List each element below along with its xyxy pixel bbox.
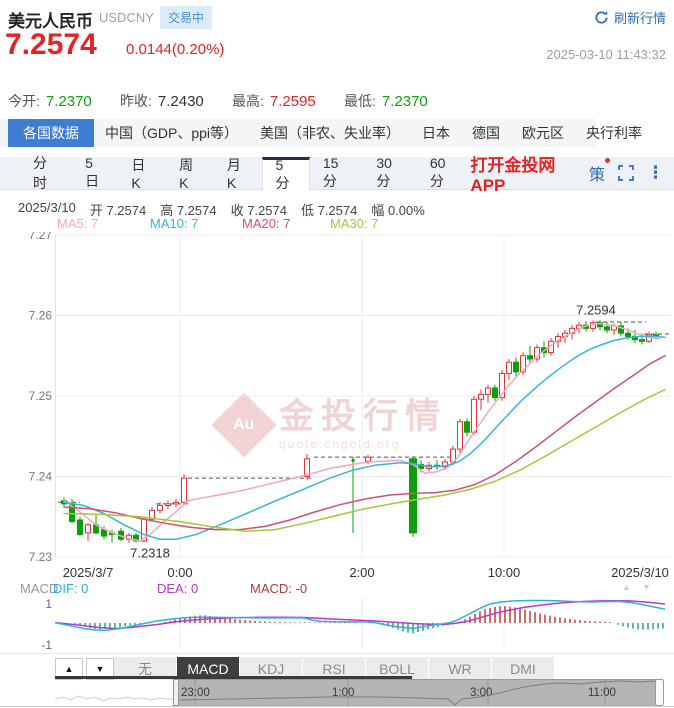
- tab-5min[interactable]: 5分: [261, 157, 310, 191]
- tab-japan[interactable]: 日本: [422, 125, 451, 141]
- refresh-label: 刷新行情: [613, 11, 666, 26]
- ohlc-readout: 2025/3/10 开 7.2574 高 7.2574 收 7.2574 低 7…: [18, 200, 425, 219]
- svg-text:1: 1: [45, 597, 52, 611]
- svg-text:1:00: 1:00: [332, 687, 354, 699]
- stat-high: 最高: 7.2595: [232, 93, 316, 110]
- tab-indicator-none[interactable]: 无: [114, 657, 176, 680]
- tab-usa[interactable]: 美国（非农、失业率）: [260, 125, 401, 141]
- tab-daily-k[interactable]: 日K: [131, 157, 146, 191]
- fullscreen-icon: [618, 165, 634, 181]
- svg-text:7.23: 7.23: [29, 550, 53, 564]
- indicator-down-icon[interactable]: ▼: [642, 582, 651, 592]
- ohlc-close: 收 7.2574: [230, 203, 287, 218]
- refresh-quotes-button[interactable]: 刷新行情: [594, 8, 666, 27]
- ma30-legend: MA30: 7: [330, 216, 379, 231]
- dif-value: DIF: 0: [53, 581, 89, 596]
- stat-low: 最低: 7.2370: [344, 93, 428, 110]
- tab-indicator-kdj[interactable]: KDJ: [240, 657, 302, 680]
- ohlc-low: 低 7.2574: [300, 203, 358, 218]
- tab-indicator-dmi[interactable]: DMI: [492, 657, 554, 680]
- ma20-legend: MA20: 7: [242, 216, 291, 231]
- tab-indicator-boll[interactable]: BOLL: [366, 657, 428, 680]
- refresh-icon: [595, 11, 608, 24]
- open-app-link[interactable]: 打开金投网APP: [470, 155, 556, 195]
- ma5-legend: MA5: 7: [57, 216, 99, 231]
- tab-5day[interactable]: 5日: [85, 155, 100, 189]
- watermark: Au 金投行情 quote.cngold.org: [211, 392, 448, 458]
- price-change: 0.0144(0.20%): [126, 41, 225, 58]
- svg-text:7.2594: 7.2594: [576, 302, 616, 317]
- svg-text:7.27: 7.27: [29, 232, 53, 242]
- ma-legend: MA5: 7 MA10: 7 MA20: 7 MA30: 7: [0, 216, 674, 231]
- instrument-symbol: USDCNY: [99, 10, 154, 25]
- time-axis-label: 10:00: [487, 565, 521, 580]
- ohlc-range: 幅 0.00%: [371, 203, 425, 218]
- svg-text:7.24: 7.24: [29, 470, 53, 484]
- tab-all-nations[interactable]: 各国数据: [8, 119, 94, 147]
- watermark-subtext: quote.cngold.org: [279, 437, 401, 451]
- svg-text:7.2318: 7.2318: [130, 546, 170, 561]
- daily-stats: 今开: 7.2370 昨收: 7.2430 最高: 7.2595 最低: 7.2370: [8, 91, 456, 111]
- macd-chart[interactable]: 1 -1: [0, 597, 674, 654]
- nation-data-tabs: 各国数据 中国（GDP、ppi等） 美国（非农、失业率） 日本 德国 欧元区 央…: [0, 119, 642, 147]
- dea-value: DEA: 0: [157, 581, 199, 596]
- period-tabs: 分时 5日 日K 周K 月K 5分 15分 30分 60分 打开金投网APP 策…: [0, 155, 674, 195]
- svg-text:-1: -1: [41, 638, 52, 652]
- quote-timestamp: 2025-03-10 11:43:32: [546, 47, 666, 62]
- macd-name: MACD: [20, 581, 59, 596]
- macd-value: MACD: -0: [250, 581, 308, 596]
- stat-open: 今开: 7.2370: [8, 93, 92, 110]
- svg-text:11:00: 11:00: [588, 687, 616, 699]
- tab-monthly-k[interactable]: 月K: [226, 157, 241, 191]
- tab-realtime[interactable]: 分时: [33, 155, 47, 191]
- tab-eurozone[interactable]: 欧元区: [522, 125, 565, 141]
- tab-indicator-macd[interactable]: MACD: [177, 657, 239, 680]
- tab-china[interactable]: 中国（GDP、ppi等）: [105, 125, 239, 141]
- tab-weekly-k[interactable]: 周K: [179, 157, 194, 191]
- range-indicator-bar: [55, 676, 412, 679]
- ohlc-high: 高 7.2574: [160, 203, 217, 218]
- last-price: 7.2574: [5, 28, 97, 61]
- stat-prev-close: 昨收: 7.2430: [120, 93, 204, 110]
- time-axis-label: 2025/3/7: [62, 565, 114, 580]
- more-menu-button[interactable]: ⋮: [647, 163, 665, 182]
- ohlc-open: 开 7.2574: [89, 203, 147, 218]
- ohlc-date: 2025/3/10: [18, 200, 76, 215]
- tab-indicator-rsi[interactable]: RSI: [303, 657, 365, 680]
- tab-germany[interactable]: 德国: [472, 125, 501, 141]
- time-axis: 2025/3/7 0:00 2:00 10:00 2025/3/10: [0, 565, 674, 580]
- watermark-text: 金投行情: [279, 397, 448, 436]
- tab-30min[interactable]: 30分: [376, 155, 392, 189]
- tab-central-bank-rates[interactable]: 央行利率: [586, 125, 643, 141]
- ma10-legend: MA10: 7: [150, 216, 199, 231]
- candlestick-chart[interactable]: 7.27 7.26 7.25 7.24 7.23 7.2594 7.2318: [0, 232, 674, 565]
- scroll-down-button[interactable]: ▼: [86, 658, 114, 680]
- indicator-tabs: 无 MACD KDJ RSI BOLL WR DMI: [114, 657, 555, 680]
- instrument-title: 美元人民币: [8, 12, 93, 31]
- notification-dot-icon: [605, 158, 611, 163]
- strategy-button[interactable]: 策: [589, 158, 611, 185]
- range-navigator[interactable]: 23:00 1:00 3:00 11:00: [0, 679, 674, 707]
- time-axis-label: 0:00: [167, 565, 193, 580]
- svg-text:7.26: 7.26: [29, 309, 53, 323]
- macd-legend: MACD DIF: 0 DEA: 0 MACD: -0 ▲ ▼: [0, 581, 674, 596]
- svg-text:7.25: 7.25: [29, 389, 53, 403]
- fullscreen-button[interactable]: [618, 165, 634, 181]
- indicator-up-icon[interactable]: ▲: [622, 582, 631, 592]
- tab-indicator-wr[interactable]: WR: [429, 657, 491, 680]
- tab-60min[interactable]: 60分: [429, 155, 446, 189]
- time-axis-label: 2:00: [349, 565, 375, 580]
- tab-15min[interactable]: 15分: [322, 155, 339, 189]
- period-tabs-right: 打开金投网APP 策 ⋮: [470, 156, 674, 195]
- scroll-up-button[interactable]: ▲: [55, 658, 83, 680]
- trading-status-badge: 交易中: [160, 6, 213, 29]
- time-axis-label: 2025/3/10: [611, 565, 669, 580]
- svg-text:23:00: 23:00: [181, 687, 210, 699]
